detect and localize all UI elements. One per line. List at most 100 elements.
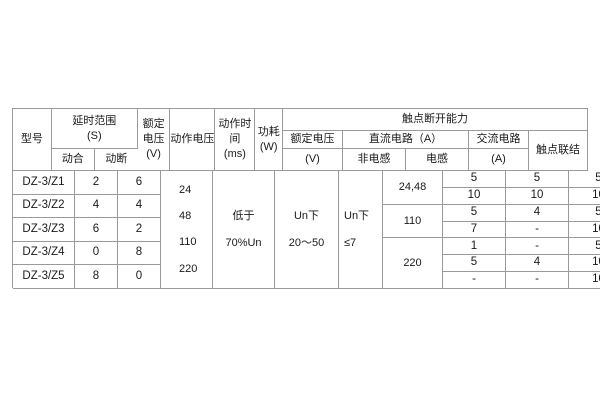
cell-dc-non-inductive: - — [443, 272, 506, 289]
header-power-label: 功耗 — [257, 125, 280, 138]
cell-delay-break: 6 — [118, 171, 161, 195]
header-power: 功耗 (W) — [255, 109, 283, 171]
table-row: DZ-3/Z4 — [13, 241, 75, 266]
header-col-power: 功耗 (W) — [255, 109, 283, 171]
cell-delay-break: 8 — [118, 241, 161, 266]
header-breaking-capacity: 触点断开能力 — [283, 109, 588, 131]
cell-dc-non-inductive: 7 — [443, 221, 506, 239]
body-col-action-voltage: 低于 70%Un — [213, 171, 275, 289]
cell-dc-inductive: 4 — [506, 204, 569, 222]
cell-dc-non-inductive: 5 — [443, 171, 506, 188]
cell-delay-make: 6 — [75, 218, 118, 242]
header-col-dc-circuit: 直流电路（A） 非电感 电感 — [343, 131, 469, 171]
header-delay-range-unit: (S) — [86, 129, 102, 142]
body-col-dc-inductive: 5 10 4 - - 4 - — [506, 171, 569, 289]
rated-voltage-value: 110 — [179, 236, 197, 249]
header-action-time-label: 动作时间 — [218, 118, 252, 146]
header-action-voltage: 动作电压 — [170, 109, 216, 171]
cell-power-merged: Un下 ≤7 — [339, 171, 383, 289]
table-row: DZ-3/Z2 — [13, 194, 75, 219]
cell-dc-inductive: 5 — [506, 171, 569, 188]
header-col-ac-circuit: 交流电路 (A) — [469, 131, 529, 171]
body-col-ac-circuit: 5 10 5 10 5 10 10 — [569, 171, 600, 289]
header-col-breaking-capacity: 触点断开能力 额定电压 (V) 直流电路（A） 非电感 电感 交流电路 — [283, 109, 588, 171]
cell-dc-inductive: 10 — [506, 187, 569, 205]
header-dc-circuit: 直流电路（A） — [343, 131, 469, 149]
cell-delay-make: 0 — [75, 241, 118, 266]
body-col-model: DZ-3/Z1 DZ-3/Z2 DZ-3/Z3 DZ-3/Z4 DZ-3/Z5 — [13, 171, 75, 289]
header-rated-voltage-unit: (V) — [146, 147, 161, 160]
power-line1: Un下 — [344, 210, 370, 223]
header-col-model: 型号 — [13, 109, 52, 171]
header-rated-voltage: 额定电压 (V) — [137, 109, 171, 171]
body-col-delay-break: 6 4 2 8 0 — [118, 171, 161, 289]
cell-dc-non-inductive: 5 — [443, 204, 506, 222]
table-header: 型号 延时范围 (S) 动合 动断 额定电压 (V) 动作电压 — [13, 109, 588, 171]
action-voltage-line2: 70%Un — [225, 236, 262, 249]
header-dc-non-inductive: 非电感 — [343, 149, 406, 171]
cell-delay-make: 4 — [75, 194, 118, 219]
cell-delay-break: 2 — [118, 218, 161, 242]
power-line2: ≤7 — [344, 236, 357, 249]
header-bc-rated-voltage-unit: (V) — [283, 149, 343, 171]
header-delay-range: 延时范围 (S) — [51, 109, 138, 149]
right-body-group: 24,48 110 220 5 10 5 7 1 5 - 5 10 4 - - — [383, 171, 600, 289]
header-power-unit: (W) — [259, 140, 278, 153]
cell-dc-inductive: - — [506, 238, 569, 256]
header-col-action-time: 动作时间 (ms) — [215, 109, 256, 171]
cell-delay-make: 8 — [75, 265, 118, 289]
cell-bc-voltage-group: 110 — [383, 204, 443, 239]
cell-delay-make: 2 — [75, 171, 118, 195]
header-delay-make: 动合 — [51, 149, 95, 171]
rated-voltage-value: 48 — [179, 209, 192, 222]
header-col-delay-range: 延时范围 (S) 动合 动断 — [51, 109, 138, 171]
body-col-delay-make: 2 4 6 0 8 — [75, 171, 118, 289]
cell-action-time-merged: Un下 20～50 — [275, 171, 339, 289]
cell-dc-non-inductive: 1 — [443, 238, 506, 256]
cell-ac-circuit: 5 — [569, 205, 600, 222]
body-col-action-time: Un下 20～50 — [275, 171, 339, 289]
cell-dc-non-inductive: 10 — [443, 187, 506, 205]
cell-dc-non-inductive: 5 — [443, 255, 506, 273]
header-delay-range-label: 延时范围 — [72, 114, 117, 127]
header-ac-circuit-unit: (A) — [469, 149, 529, 171]
specification-table: 型号 延时范围 (S) 动合 动断 额定电压 (V) 动作电压 — [12, 108, 600, 289]
header-col-rated-voltage: 额定电压 (V) — [137, 109, 171, 171]
cell-dc-inductive: - — [506, 221, 569, 239]
header-col-contact-connection: 触点联结 — [529, 131, 588, 171]
action-voltage-line1: 低于 — [232, 210, 255, 223]
header-rated-voltage-label: 额定电压 — [142, 118, 165, 146]
header-dc-inductive: 电感 — [406, 149, 469, 171]
cell-ac-circuit: 5 — [569, 238, 600, 256]
header-contact-connection: 触点联结 — [529, 131, 588, 171]
rated-voltage-value: 24 — [179, 183, 192, 196]
table-row: DZ-3/Z1 — [13, 171, 75, 195]
header-col-bc-rated-voltage: 额定电压 (V) — [283, 131, 343, 171]
cell-ac-circuit: 5 — [569, 171, 600, 188]
cell-dc-inductive: - — [506, 272, 569, 289]
cell-rated-voltage-merged: 24 48 110 220 — [161, 171, 213, 289]
header-action-time: 动作时间 (ms) — [215, 109, 256, 171]
table-row: DZ-3/Z3 — [13, 218, 75, 242]
cell-dc-inductive: 4 — [506, 255, 569, 273]
header-bc-rated-voltage: 额定电压 — [283, 131, 343, 149]
cell-ac-circuit: 10 — [569, 272, 600, 289]
body-col-power: Un下 ≤7 — [339, 171, 383, 289]
body-col-bc-rated-voltage: 24,48 110 220 — [383, 171, 443, 289]
header-delay-break: 动断 — [94, 149, 138, 171]
header-col-action-voltage: 动作电压 — [170, 109, 216, 171]
cell-ac-circuit: 10 — [569, 255, 600, 273]
left-body-group: DZ-3/Z1 DZ-3/Z2 DZ-3/Z3 DZ-3/Z4 DZ-3/Z5 … — [13, 171, 383, 289]
rated-voltage-value: 220 — [179, 262, 198, 275]
cell-delay-break: 4 — [118, 194, 161, 219]
header-action-time-unit: (ms) — [223, 147, 246, 160]
cell-action-voltage-merged: 低于 70%Un — [213, 171, 275, 289]
action-time-line2: 20～50 — [288, 236, 325, 249]
cell-delay-break: 0 — [118, 265, 161, 289]
body-col-rated-voltage: 24 48 110 220 — [161, 171, 213, 289]
table-row: DZ-3/Z5 — [13, 265, 75, 289]
table-body: DZ-3/Z1 DZ-3/Z2 DZ-3/Z3 DZ-3/Z4 DZ-3/Z5 … — [13, 171, 600, 289]
action-time-line1: Un下 — [293, 210, 320, 223]
body-col-dc-non-inductive: 5 10 5 7 1 5 - — [443, 171, 506, 289]
cell-bc-voltage-group: 24,48 — [383, 171, 443, 205]
